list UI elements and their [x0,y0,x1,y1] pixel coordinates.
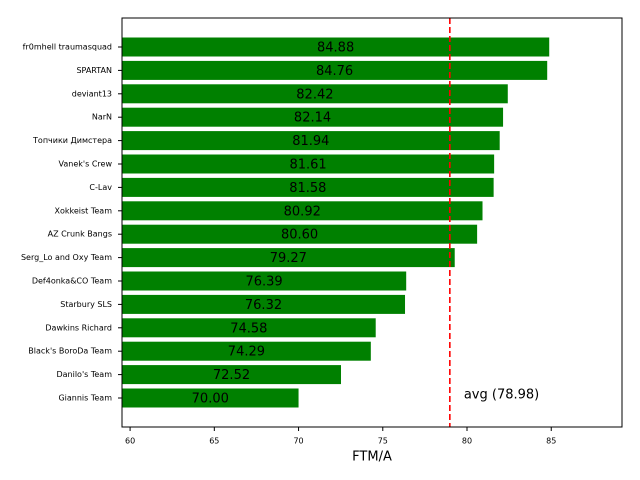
y-tick-label: NarN [92,113,112,122]
value-label: 70.00 [192,392,229,407]
y-tick-label: C-Lav [89,183,112,192]
x-tick-label: 85 [546,437,556,446]
bar [122,224,478,244]
bar [122,294,406,314]
bar [122,107,504,127]
bar [122,131,500,151]
bar [122,248,455,268]
bar [122,318,376,338]
value-label: 79.27 [270,251,307,266]
x-axis-label: FTM/A [352,450,392,465]
y-tick-label: Serg_Lo and Oxy Team [21,253,112,262]
avg-label: avg (78.98) [464,388,539,403]
y-tick-label: Starbury SLS [60,300,112,309]
bar [122,388,299,408]
y-tick-label: deviant13 [72,89,112,98]
value-label: 74.29 [228,345,265,360]
x-tick-label: 75 [378,437,388,446]
x-tick-label: 60 [125,437,135,446]
y-tick-label: Xokkeist Team [55,206,113,215]
bar [122,60,548,80]
value-label: 81.94 [292,134,329,149]
y-tick-label: Топчики Димстера [32,136,112,145]
y-tick-label: Dawkins Richard [45,323,112,332]
bar [122,154,495,174]
x-tick-label: 70 [293,437,303,446]
value-label: 72.52 [213,368,250,383]
bar [122,365,342,385]
y-tick-label: Black's BoroDa Team [28,347,112,356]
value-label: 80.92 [284,204,321,219]
y-tick-label: SPARTAN [76,66,112,75]
y-tick-label: Giannis Team [58,394,112,403]
bar [122,177,494,197]
bar [122,37,550,57]
bar [122,201,483,221]
value-label: 74.58 [230,321,267,336]
value-label: 81.58 [289,181,326,196]
value-label: 80.60 [281,228,318,243]
value-label: 82.14 [294,111,331,126]
bar [122,84,508,104]
value-label: 76.39 [245,275,282,290]
value-label: 82.42 [296,87,333,102]
bar [122,341,371,361]
y-tick-label: AZ Crunk Bangs [48,230,112,239]
y-tick-label: fr0mhell traumasquad [23,43,112,52]
x-tick-label: 65 [209,437,219,446]
value-label: 76.32 [245,298,282,313]
value-label: 84.88 [317,41,354,56]
y-tick-label: Danilo's Team [56,370,112,379]
y-tick-label: Def4onka&CO Team [32,277,112,286]
value-label: 84.76 [316,64,353,79]
x-tick-label: 80 [462,437,472,446]
plot-frame [121,17,623,428]
y-tick-label: Vanek's Crew [59,160,113,169]
value-label: 81.61 [289,158,326,173]
bar [122,271,407,291]
